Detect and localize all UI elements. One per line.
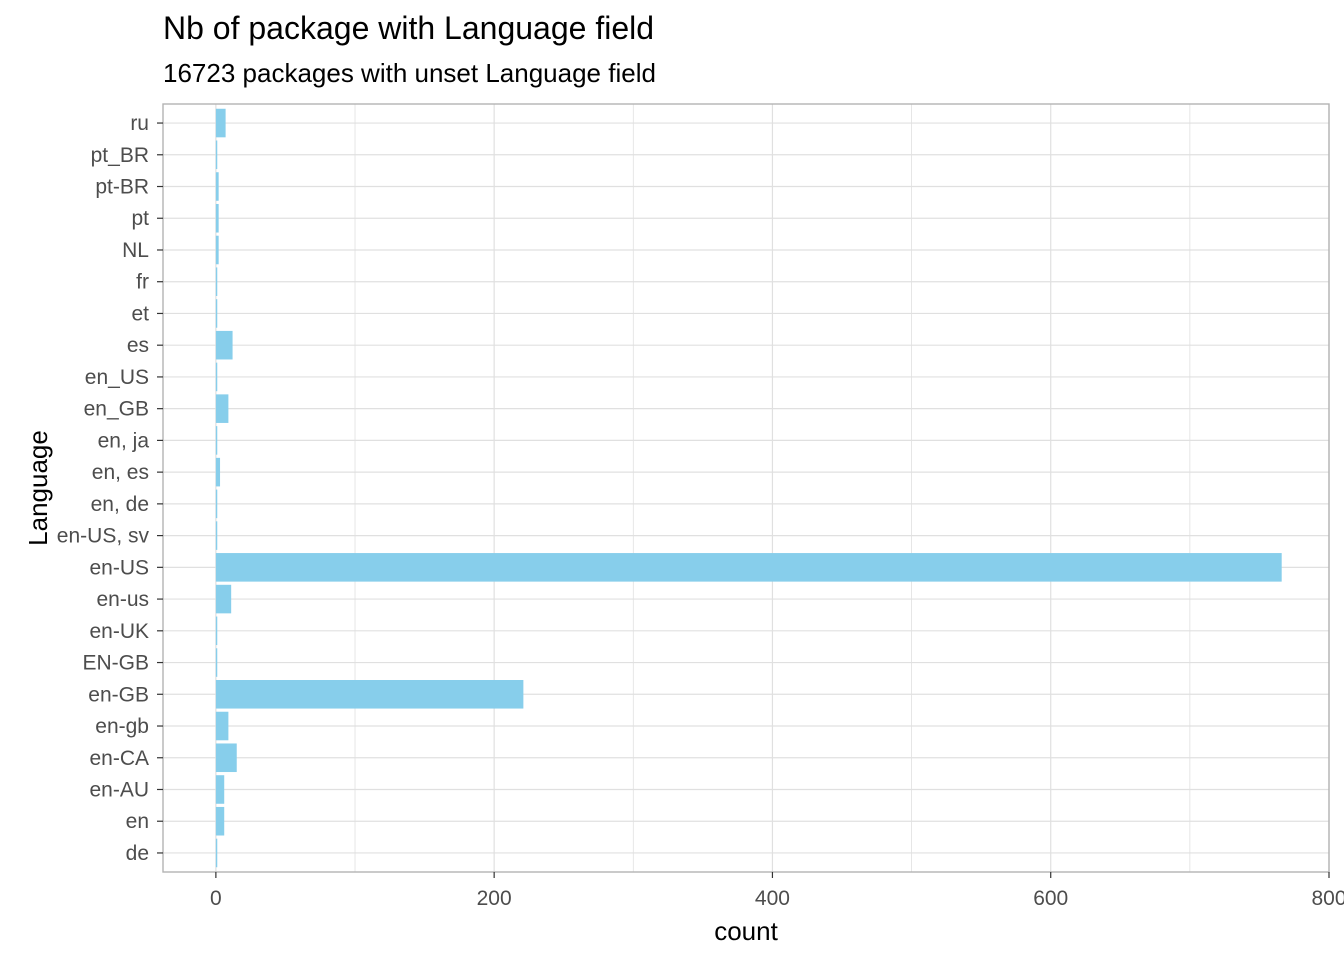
x-tick-label: 800 (1311, 887, 1344, 910)
y-tick-label: pt-BR (95, 176, 149, 199)
y-tick-label: pt_BR (91, 144, 149, 167)
bar-en-us (215, 362, 218, 392)
bar-en-us-sv (215, 521, 218, 550)
bar-en-us (215, 584, 232, 614)
bars (215, 108, 1282, 868)
y-tick-label: pt (131, 207, 149, 230)
bar-et (215, 299, 218, 328)
y-tick-label: EN-GB (82, 652, 149, 675)
y-axis-ticks: de en en-AU en-CA en-gb en-GB EN-GB en-UK en-us e… (57, 112, 163, 865)
y-tick-label: es (127, 334, 149, 357)
bar-pt (215, 203, 219, 233)
bar-en-uk (215, 616, 218, 646)
y-tick-label: NL (122, 239, 149, 262)
bar-ru (215, 108, 226, 138)
y-tick-label: en_US (85, 366, 149, 389)
chart-title: Nb of package with Language field (163, 10, 655, 46)
x-axis-ticks: 0 200 400 600 800 (210, 872, 1344, 910)
y-tick-label: en, de (91, 493, 149, 516)
chart-subtitle: 16723 packages with unset Language field (163, 58, 656, 88)
y-tick-label: en-gb (95, 715, 149, 738)
bar-fr (215, 267, 218, 296)
x-tick-label: 600 (1033, 887, 1068, 910)
y-tick-label: en-us (96, 588, 149, 611)
bar-nl (215, 235, 219, 265)
y-tick-label: en, es (92, 461, 149, 484)
bar-en-gb (215, 394, 229, 423)
y-tick-label: ru (130, 112, 149, 135)
y-tick-label: en, ja (98, 429, 150, 452)
bar-en-au (215, 775, 225, 804)
bar-pt-br (215, 172, 219, 201)
x-tick-label: 400 (755, 887, 790, 910)
y-tick-label: en-CA (89, 747, 149, 770)
bar-en-ca (215, 743, 237, 773)
y-tick-label: en-UK (89, 620, 149, 643)
bar-en-es (215, 457, 221, 487)
grid-lines (163, 104, 1330, 872)
panel-border (162, 103, 1330, 873)
bar-en-gb (215, 711, 229, 741)
bar-de (215, 838, 218, 868)
y-tick-label: de (126, 842, 149, 865)
x-tick-label: 200 (477, 887, 512, 910)
y-axis-title: Language (23, 430, 53, 546)
bar-en-us (215, 553, 1282, 582)
y-tick-label: en-GB (88, 683, 149, 706)
bar-en (215, 806, 225, 836)
bar-pt-br (215, 140, 218, 170)
bar-en-gb (215, 648, 218, 677)
y-tick-label: en (126, 810, 149, 833)
x-tick-label: 0 (210, 887, 222, 910)
y-tick-label: et (131, 302, 149, 325)
bar-es (215, 330, 233, 360)
y-tick-label: en-US (89, 556, 149, 579)
x-axis-title: count (714, 916, 778, 946)
y-tick-label: en_GB (84, 398, 149, 421)
y-tick-label: en-US, sv (57, 525, 150, 548)
bar-en-ja (215, 426, 218, 455)
bar-en-gb (215, 680, 524, 709)
y-tick-label: en-AU (89, 778, 149, 801)
y-tick-label: fr (136, 271, 149, 294)
bar-en-de (215, 489, 218, 519)
